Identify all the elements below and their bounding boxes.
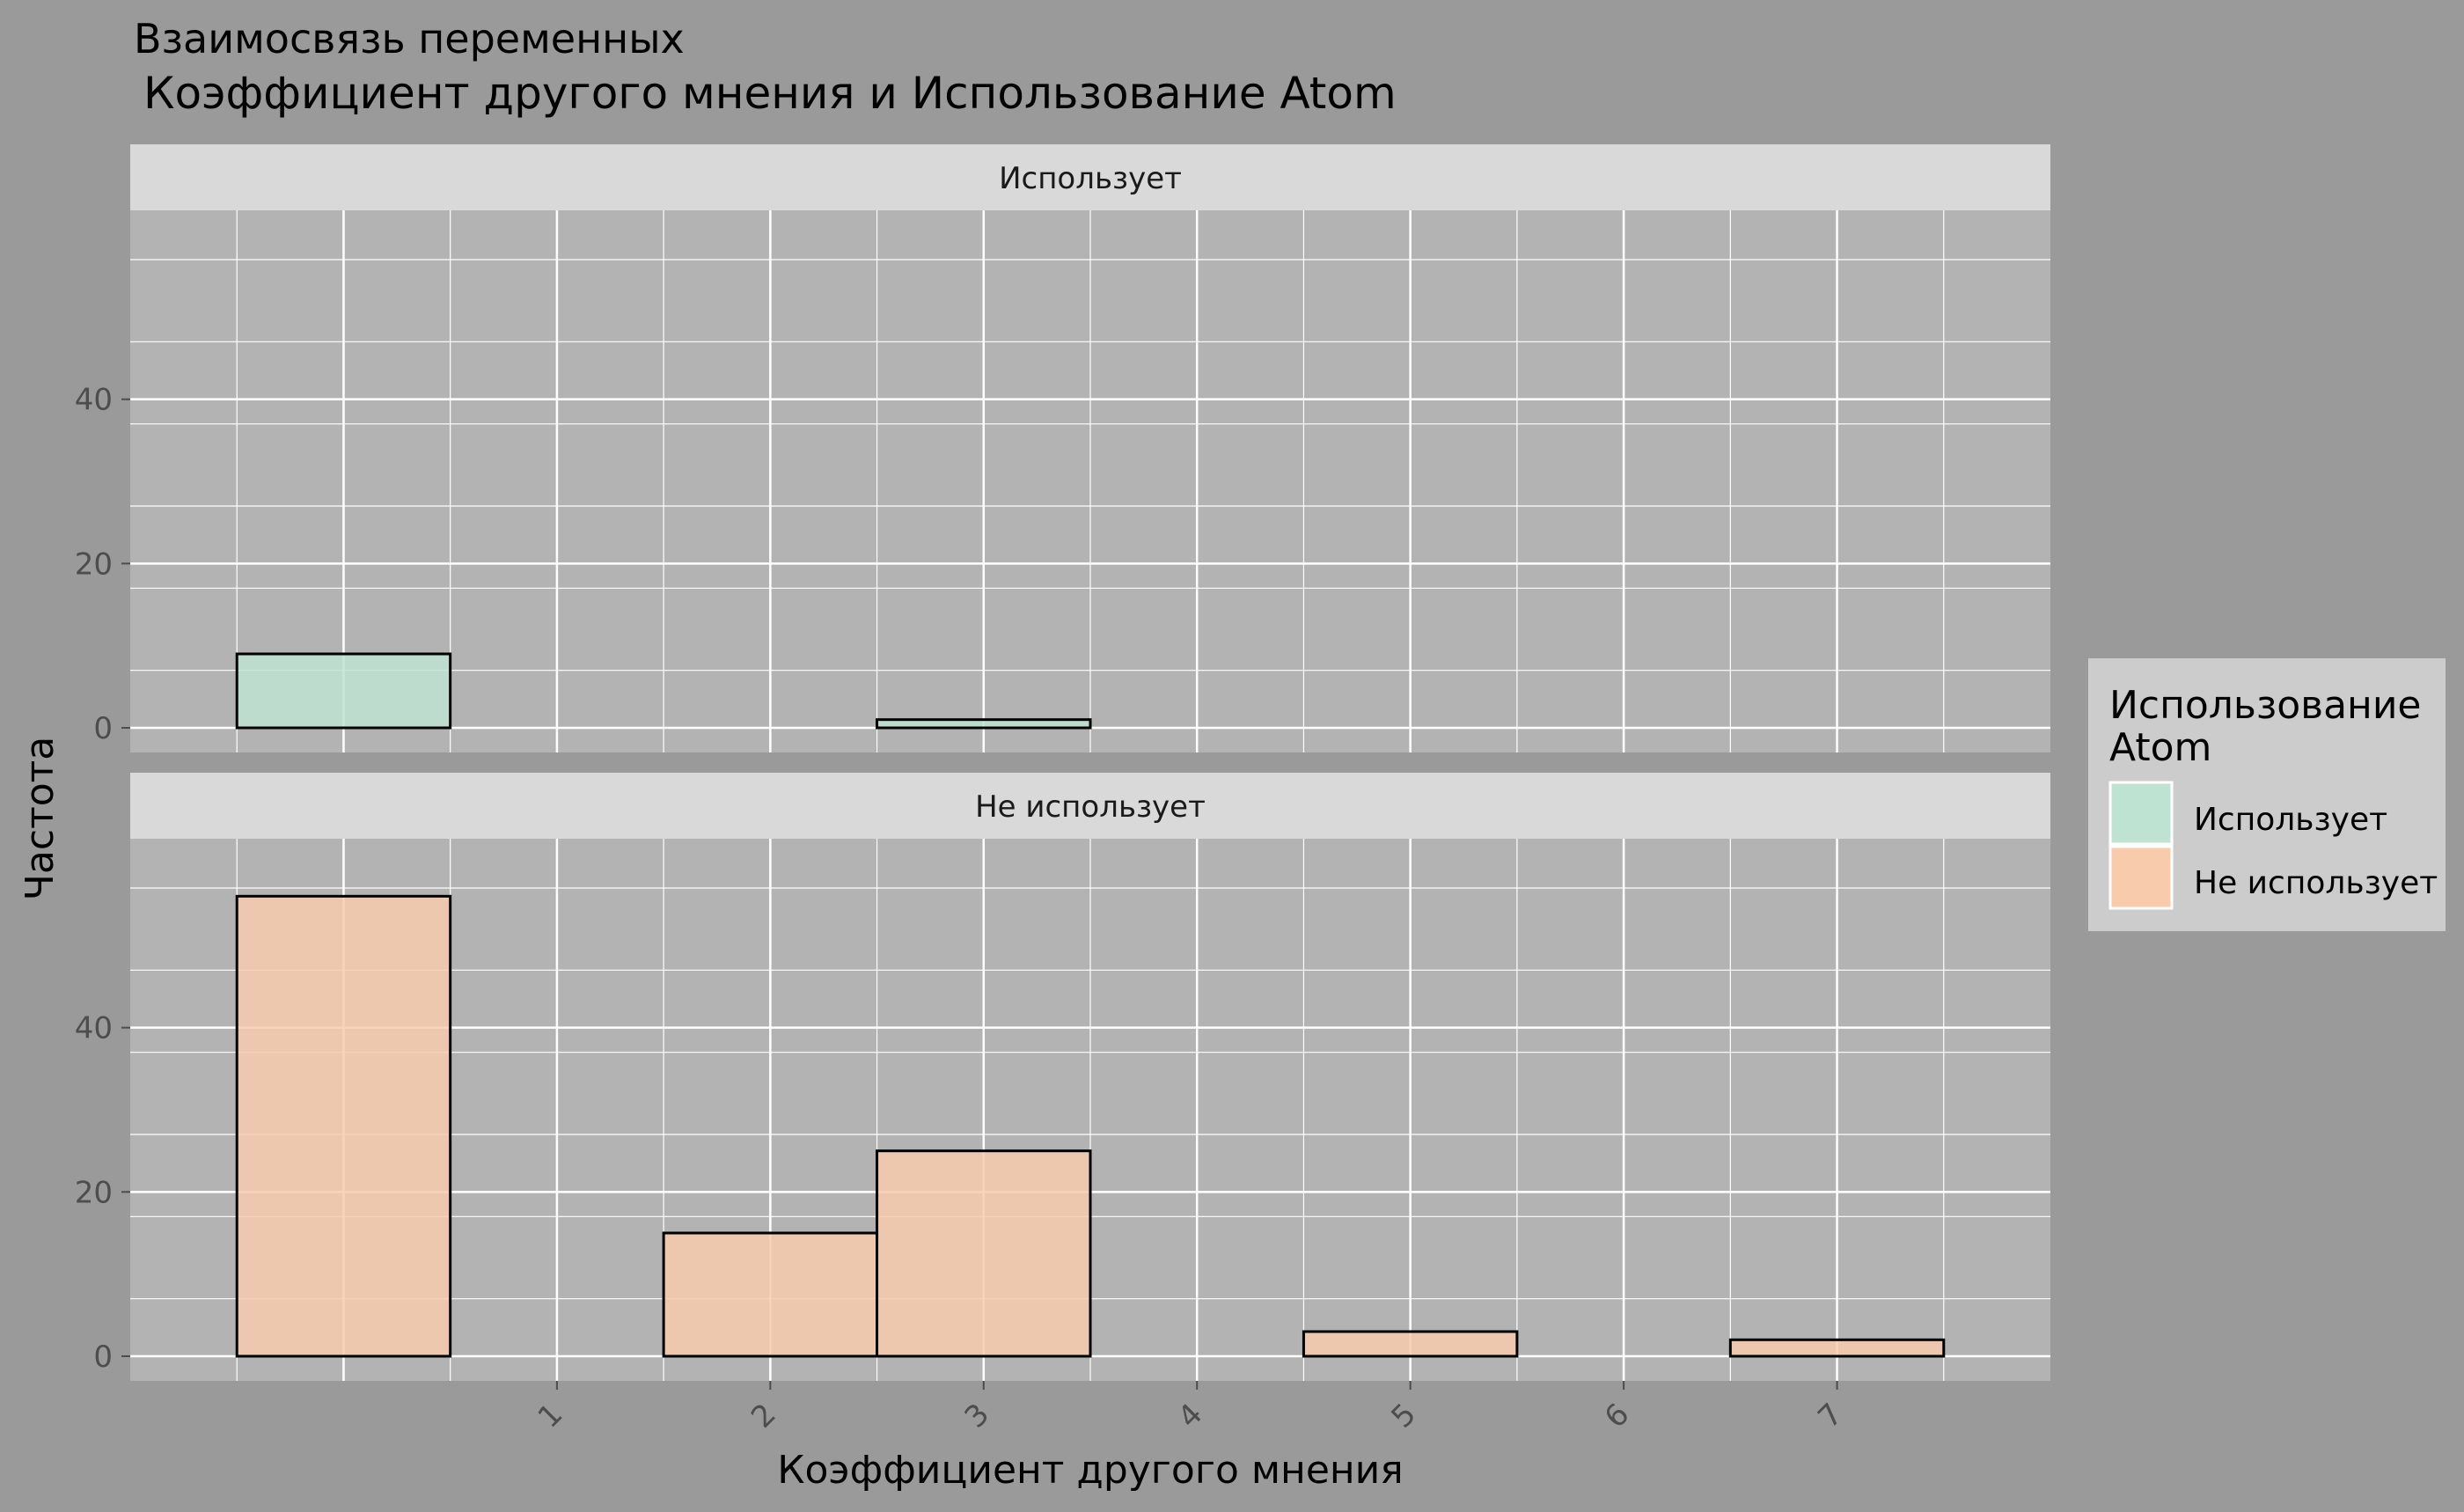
- y-tick-label: 40: [75, 383, 113, 418]
- facet-panel-uses: Использует 0 20 40: [75, 144, 2050, 752]
- legend: Использование Atom Использует Не использ…: [2088, 658, 2446, 931]
- legend-title-line1: Использование: [2109, 683, 2422, 728]
- y-tick-labels: 0 20 40: [75, 383, 130, 746]
- y-tick-label: 0: [93, 1340, 113, 1375]
- facet-strip-label: Использует: [999, 161, 1182, 196]
- histogram-bars: [235, 894, 1946, 1358]
- y-tick-label: 20: [75, 547, 113, 582]
- y-tick-label: 40: [75, 1011, 113, 1046]
- chart-title: Взаимосвязь переменных: [134, 15, 685, 62]
- facet-strip: [130, 144, 2050, 210]
- histogram-bar: [876, 1149, 1092, 1358]
- histogram-bars: [235, 652, 1092, 730]
- y-tick-label: 20: [75, 1175, 113, 1210]
- histogram-bar: [235, 652, 452, 730]
- facet-panel-not-uses: Не использует 0 20 40: [75, 773, 2050, 1381]
- legend-swatch-uses: [2108, 781, 2174, 846]
- y-tick-label: 0: [93, 711, 113, 746]
- grid-lines: [130, 210, 2050, 752]
- histogram-bar: [1302, 1330, 1519, 1358]
- facet-strip: [130, 773, 2050, 839]
- chart-subtitle: Коэффициент другого мнения и Использован…: [143, 68, 1397, 119]
- histogram-bar: [235, 894, 452, 1358]
- legend-title-line2: Atom: [2109, 725, 2211, 770]
- y-tick-labels: 0 20 40: [75, 1011, 130, 1375]
- histogram-bar: [1728, 1338, 1946, 1358]
- legend-item-uses: Использует: [2194, 802, 2387, 838]
- legend-swatch-not-uses: [2108, 845, 2174, 910]
- y-axis-label: Частота: [18, 737, 62, 900]
- histogram-bar: [876, 718, 1092, 730]
- histogram-bar: [662, 1231, 879, 1358]
- legend-item-not-uses: Не использует: [2194, 865, 2438, 901]
- x-axis-label: Коэффициент другого мнения: [777, 1448, 1403, 1493]
- facet-strip-label: Не использует: [975, 789, 1206, 825]
